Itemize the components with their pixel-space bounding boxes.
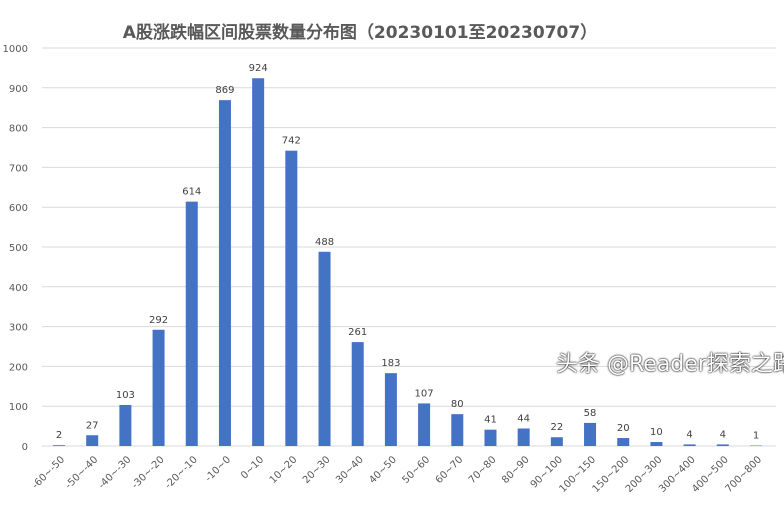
bar <box>318 251 331 446</box>
data-label: 614 <box>182 187 201 198</box>
bar <box>252 78 265 447</box>
bar <box>351 342 364 446</box>
bar <box>53 445 65 446</box>
data-label: 1 <box>753 431 759 442</box>
data-label: 261 <box>348 327 367 338</box>
bar <box>119 405 132 446</box>
bar <box>716 444 729 446</box>
bar <box>617 438 630 446</box>
y-tick-label: 100 <box>9 402 28 413</box>
chart-title: A股涨跌幅区间股票数量分布图（20230101至20230707） <box>123 22 597 43</box>
data-label: 742 <box>282 136 301 147</box>
x-tick-label: 40~50 <box>367 454 399 486</box>
bar <box>650 442 663 446</box>
y-tick-label: 500 <box>9 243 28 254</box>
data-label: 107 <box>415 388 434 399</box>
bar <box>152 329 165 446</box>
bar <box>285 150 298 446</box>
x-tick-label: -30~-20 <box>130 454 167 491</box>
data-label: 20 <box>617 423 630 434</box>
data-label: 10 <box>650 427 663 438</box>
data-label: 4 <box>720 429 726 440</box>
bar <box>86 435 99 446</box>
data-label: 80 <box>451 399 464 410</box>
data-label: 27 <box>86 420 99 431</box>
x-tick-label: 60~70 <box>434 454 466 486</box>
x-tick-label: -60~-50 <box>30 454 67 491</box>
x-tick-label: -20~-10 <box>163 454 200 491</box>
y-tick-label: 700 <box>9 163 28 174</box>
data-label: 292 <box>149 315 168 326</box>
data-label: 22 <box>550 422 563 433</box>
bar <box>584 422 597 446</box>
bar <box>517 428 530 446</box>
bar <box>550 437 563 446</box>
bar <box>384 373 397 446</box>
data-label: 2 <box>56 430 62 441</box>
y-tick-label: 0 <box>22 442 28 453</box>
x-tick-label: 0~10 <box>239 454 266 481</box>
x-tick-label: 20~30 <box>301 454 333 486</box>
data-label: 924 <box>249 63 268 74</box>
data-label: 869 <box>215 85 234 96</box>
x-tick-label: 70~80 <box>467 454 499 486</box>
bar <box>185 201 198 446</box>
x-tick-label: -10~0 <box>203 454 233 484</box>
bar <box>451 414 464 446</box>
data-label: 4 <box>686 429 692 440</box>
y-tick-label: 400 <box>9 283 28 294</box>
x-tick-label: 10~20 <box>268 454 300 486</box>
x-tick-label: 30~40 <box>334 454 366 486</box>
data-label: 41 <box>484 415 497 426</box>
y-tick-label: 200 <box>9 362 28 373</box>
data-label: 44 <box>517 413 530 424</box>
data-label: 103 <box>116 390 135 401</box>
x-tick-label: -50~-40 <box>64 454 101 491</box>
bar <box>218 100 231 446</box>
data-label: 183 <box>381 358 400 369</box>
x-tick-label: 80~90 <box>500 454 532 486</box>
y-tick-label: 800 <box>9 124 28 135</box>
bar <box>418 403 431 446</box>
bar <box>484 429 497 446</box>
y-tick-label: 300 <box>9 323 28 334</box>
watermark: 头条 @Reader探索之路 <box>556 352 784 377</box>
y-tick-label: 900 <box>9 84 28 95</box>
x-tick-label: -40~-30 <box>97 454 134 491</box>
data-label: 488 <box>315 237 334 248</box>
x-tick-label: 700~800 <box>723 454 764 495</box>
bar <box>683 444 696 446</box>
y-tick-label: 600 <box>9 203 28 214</box>
x-tick-label: 50~60 <box>401 454 433 486</box>
y-tick-label: 1000 <box>3 44 28 55</box>
data-label: 58 <box>584 408 597 419</box>
